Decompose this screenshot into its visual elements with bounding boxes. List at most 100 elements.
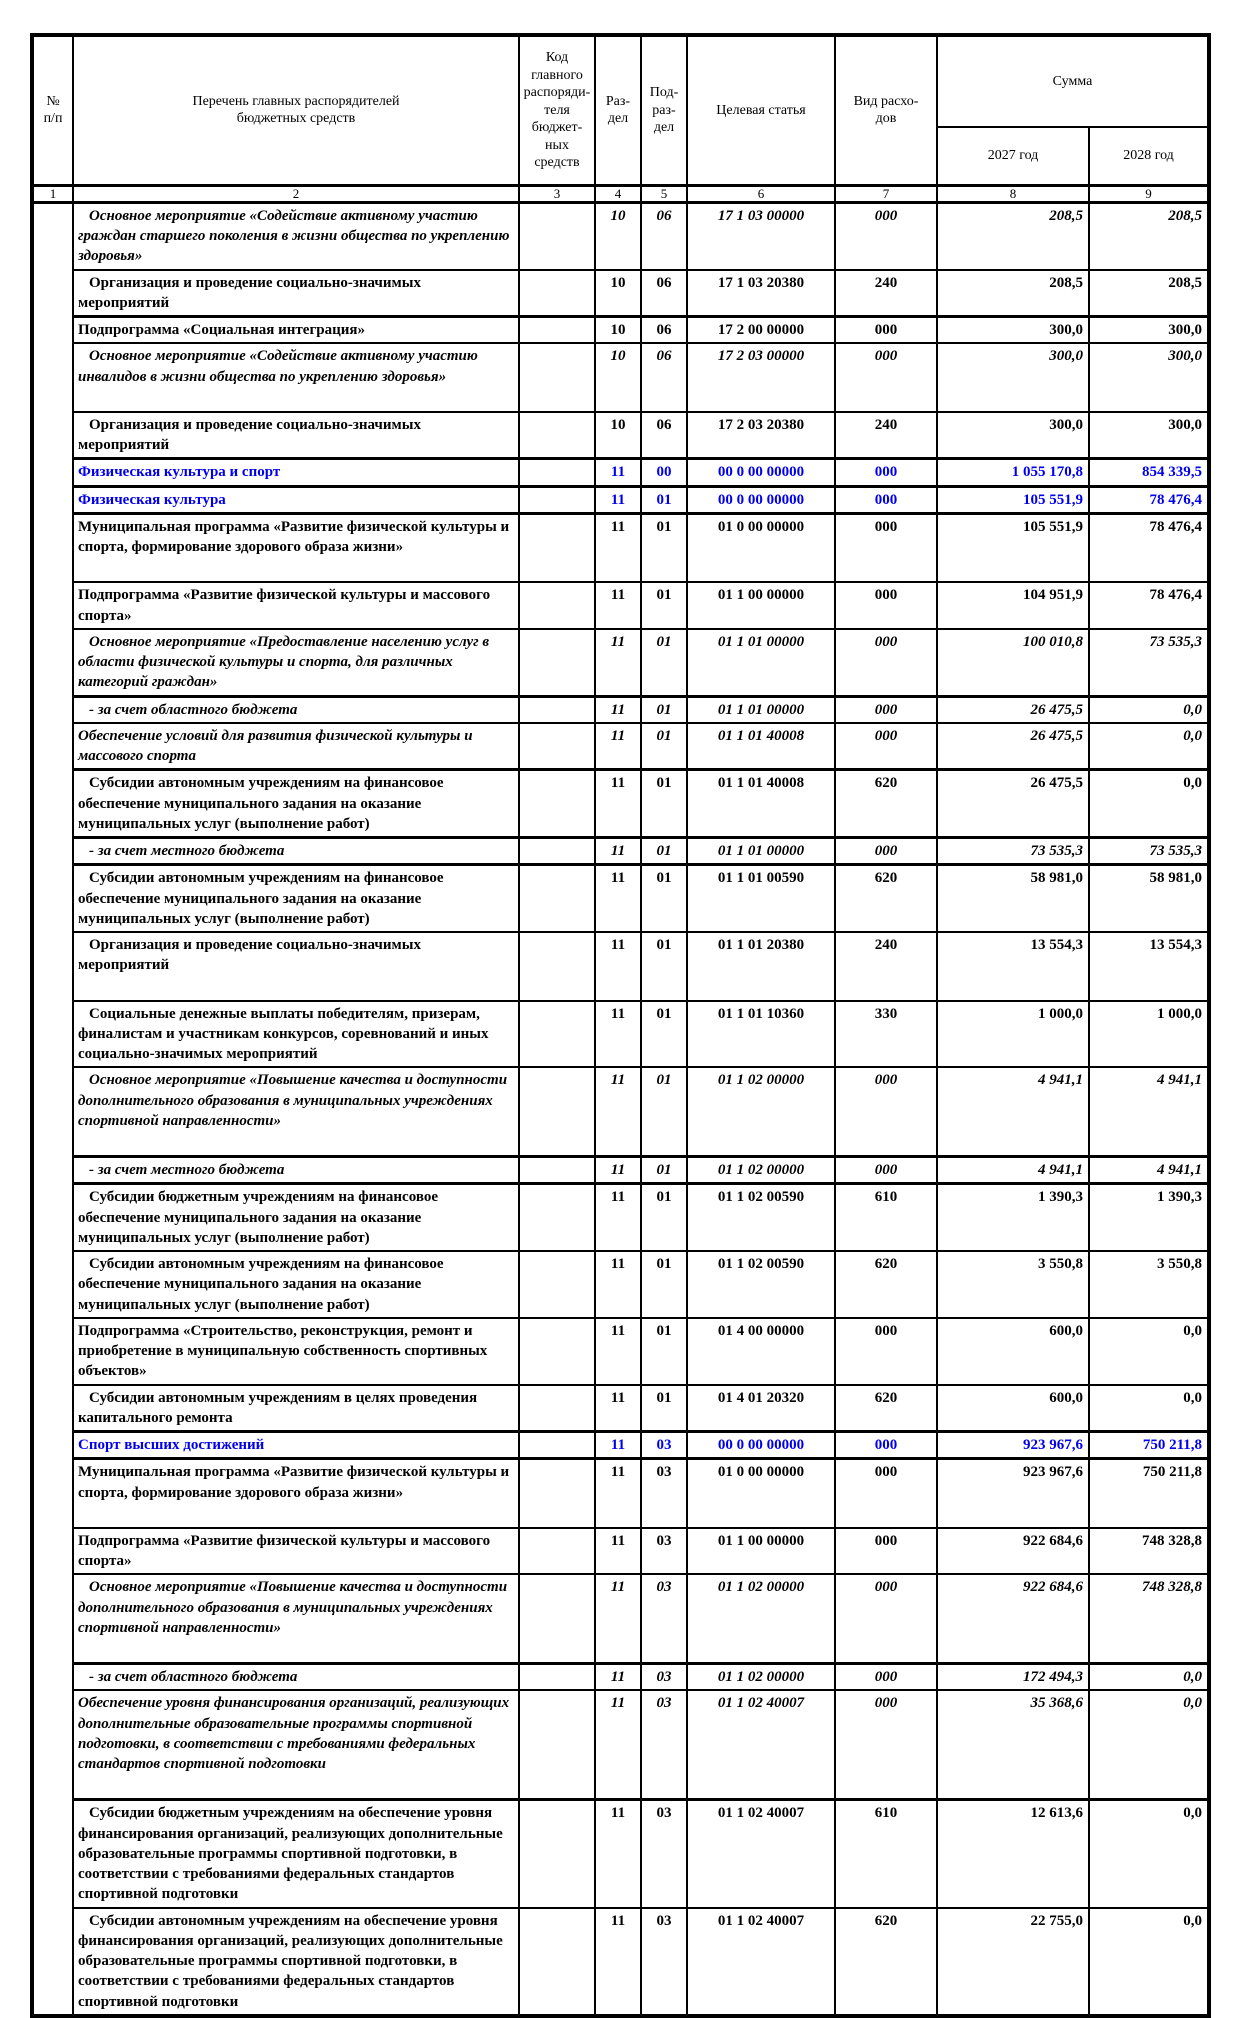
cell-grbs-code — [518, 836, 596, 866]
cell-sum-2028: 13 554,3 — [1088, 931, 1210, 1002]
cell-sum-2027: 600,0 — [936, 1316, 1090, 1386]
cell-sum-2027: 922 684,6 — [936, 1526, 1090, 1576]
cell-razdel: 11 — [594, 1457, 642, 1529]
cell-target-article: 01 1 00 00000 — [686, 581, 836, 630]
col-number: 4 — [594, 183, 642, 204]
cell-podrazdel: 06 — [640, 315, 688, 345]
cell-sum-2028: 0,0 — [1088, 1383, 1210, 1433]
cell-razdel: 11 — [594, 1430, 642, 1461]
cell-sum-2027: 1 055 170,8 — [936, 457, 1090, 488]
cell-expense-type: 000 — [834, 1430, 938, 1461]
row-number-column — [31, 201, 74, 2018]
cell-razdel: 11 — [594, 931, 642, 1002]
cell-expense-type: 000 — [834, 836, 938, 866]
row-title: Обеспечение условий для развития физичес… — [72, 721, 520, 771]
table-row: Основное мероприятие «Предоставление нас… — [32, 627, 1210, 698]
row-title: Физическая культура и спорт — [72, 457, 520, 488]
col-number: 5 — [640, 183, 688, 204]
cell-expense-type: 000 — [834, 1573, 938, 1665]
row-title: Муниципальная программа «Развитие физиче… — [72, 1457, 520, 1529]
col-number: 3 — [518, 183, 596, 204]
cell-sum-2027: 300,0 — [936, 342, 1090, 413]
cell-razdel: 11 — [594, 768, 642, 839]
table-row: Основное мероприятие «Содействие активно… — [32, 342, 1210, 413]
cell-razdel: 11 — [594, 1798, 642, 1909]
cell-razdel: 11 — [594, 457, 642, 488]
cell-target-article: 01 4 00 00000 — [686, 1316, 836, 1386]
cell-grbs-code — [518, 1798, 596, 1909]
row-title: Муниципальная программа «Развитие физиче… — [72, 512, 520, 584]
cell-target-article: 01 1 02 40007 — [686, 1906, 836, 2017]
cell-podrazdel: 01 — [640, 999, 688, 1069]
row-title: Субсидии автономным учреждениям на финан… — [72, 1250, 520, 1319]
table-row: Субсидии автономным учреждениям на обесп… — [32, 1906, 1210, 2017]
header-sum: Сумма — [936, 33, 1210, 128]
cell-sum-2027: 26 475,5 — [936, 721, 1090, 771]
cell-grbs-code — [518, 1573, 596, 1665]
cell-podrazdel: 03 — [640, 1662, 688, 1692]
cell-sum-2027: 922 684,6 — [936, 1573, 1090, 1665]
cell-sum-2028: 1 000,0 — [1088, 999, 1210, 1069]
col-number: 2 — [72, 183, 520, 204]
cell-expense-type: 000 — [834, 201, 938, 271]
header-year-2027: 2027 год — [936, 126, 1090, 186]
table-row: Физическая культура и спорт 11 00 00 0 0… — [32, 457, 1210, 488]
cell-sum-2027: 208,5 — [936, 268, 1090, 318]
cell-expense-type: 240 — [834, 268, 938, 318]
cell-sum-2028: 854 339,5 — [1088, 457, 1210, 488]
cell-podrazdel: 03 — [640, 1430, 688, 1461]
cell-razdel: 11 — [594, 836, 642, 866]
cell-razdel: 10 — [594, 342, 642, 413]
cell-podrazdel: 03 — [640, 1457, 688, 1529]
header-year-2028: 2028 год — [1088, 126, 1210, 186]
cell-target-article: 01 1 01 00000 — [686, 627, 836, 698]
cell-expense-type: 000 — [834, 512, 938, 584]
cell-sum-2027: 600,0 — [936, 1383, 1090, 1433]
cell-expense-type: 240 — [834, 410, 938, 460]
row-title: Субсидии автономным учреждениям на обесп… — [72, 1906, 520, 2017]
table-row: Организация и проведение социально-значи… — [32, 931, 1210, 1002]
table-body: Основное мероприятие «Содействие активно… — [31, 201, 1210, 2018]
cell-sum-2028: 0,0 — [1088, 694, 1210, 724]
cell-podrazdel: 01 — [640, 931, 688, 1002]
cell-grbs-code — [518, 1526, 596, 1576]
cell-target-article: 01 1 01 40008 — [686, 721, 836, 771]
cell-sum-2028: 73 535,3 — [1088, 627, 1210, 698]
cell-sum-2028: 0,0 — [1088, 1798, 1210, 1909]
cell-expense-type: 000 — [834, 694, 938, 724]
cell-razdel: 11 — [594, 1066, 642, 1158]
cell-expense-type: 620 — [834, 1906, 938, 2017]
table-row: Субсидии автономным учреждениям на финан… — [32, 768, 1210, 839]
cell-target-article: 01 1 02 00000 — [686, 1662, 836, 1692]
cell-podrazdel: 03 — [640, 1798, 688, 1909]
cell-grbs-code — [518, 201, 596, 271]
row-title: Субсидии бюджетным учреждениям на обеспе… — [72, 1798, 520, 1909]
cell-grbs-code — [518, 999, 596, 1069]
cell-target-article: 01 0 00 00000 — [686, 512, 836, 584]
cell-razdel: 11 — [594, 1250, 642, 1319]
cell-target-article: 17 1 03 00000 — [686, 201, 836, 271]
cell-sum-2028: 0,0 — [1088, 721, 1210, 771]
row-title: Обеспечение уровня финансирования органи… — [72, 1689, 520, 1801]
header-code: Код главного распоряди- теля бюджет- ных… — [518, 33, 596, 186]
column-number-row: 1 2 3 4 5 6 7 8 9 — [31, 183, 1210, 204]
table-row: Основное мероприятие «Повышение качества… — [32, 1066, 1210, 1158]
cell-podrazdel: 01 — [640, 512, 688, 584]
col-number: 6 — [686, 183, 836, 204]
cell-target-article: 01 4 01 20320 — [686, 1383, 836, 1433]
cell-sum-2027: 22 755,0 — [936, 1906, 1090, 2017]
cell-podrazdel: 01 — [640, 768, 688, 839]
cell-grbs-code — [518, 627, 596, 698]
cell-target-article: 01 1 01 00000 — [686, 694, 836, 724]
cell-grbs-code — [518, 484, 596, 515]
cell-sum-2027: 100 010,8 — [936, 627, 1090, 698]
cell-expense-type: 620 — [834, 768, 938, 839]
cell-expense-type: 000 — [834, 484, 938, 515]
cell-sum-2028: 4 941,1 — [1088, 1066, 1210, 1158]
cell-podrazdel: 01 — [640, 694, 688, 724]
cell-sum-2028: 0,0 — [1088, 1316, 1210, 1386]
table-row: Подпрограмма «Социальная интеграция» 10 … — [32, 315, 1210, 345]
col-number: 1 — [31, 183, 74, 204]
cell-expense-type: 620 — [834, 863, 938, 934]
table-row: - за счет местного бюджета 11 01 01 1 02… — [32, 1155, 1210, 1185]
